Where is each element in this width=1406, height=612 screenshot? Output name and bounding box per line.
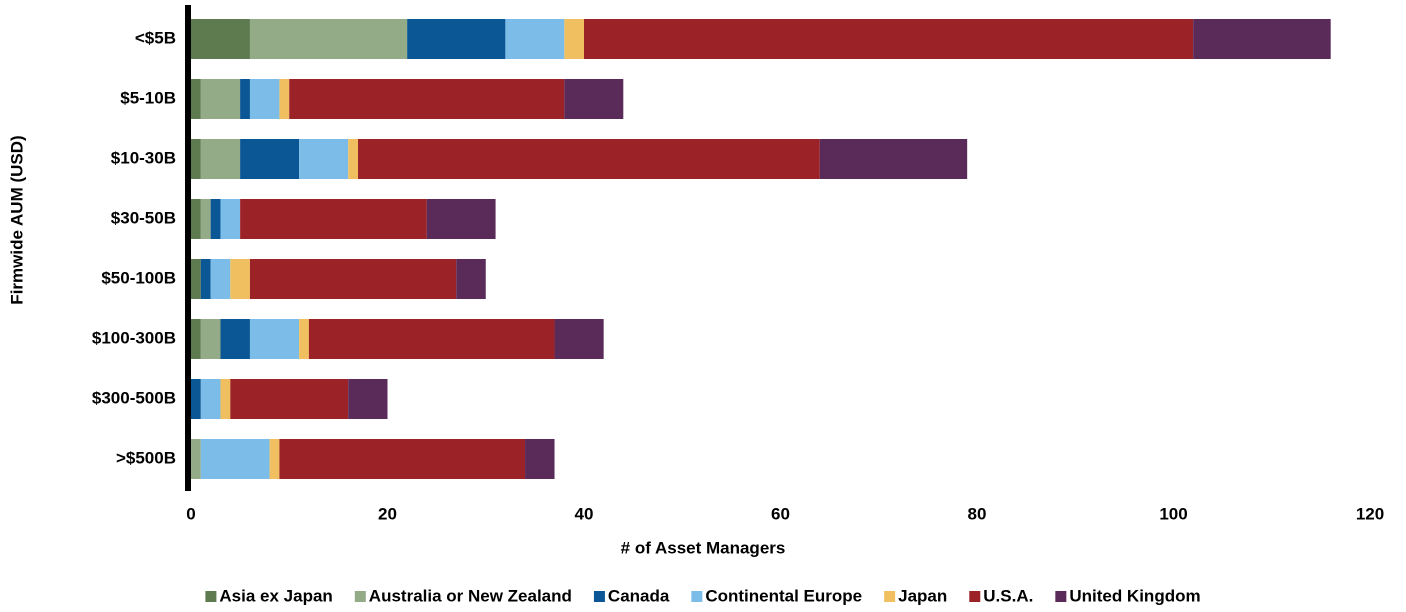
x-tick-label: 100: [1159, 504, 1187, 523]
legend-swatch: [691, 591, 703, 602]
legend-label: U.S.A.: [983, 586, 1033, 605]
x-axis-label: # of Asset Managers: [621, 538, 786, 557]
bar-segment: [456, 259, 486, 299]
y-tick-label: >$500B: [116, 448, 176, 467]
x-tick-label: 120: [1356, 504, 1384, 523]
bar-segment: [289, 79, 565, 119]
y-tick-label: $50-100B: [101, 268, 176, 287]
x-tick-label: 60: [771, 504, 790, 523]
bar-segment: [299, 319, 309, 359]
bar-segment: [358, 139, 820, 179]
bar-segment: [426, 199, 496, 239]
bar-segment: [249, 319, 300, 359]
bar-segment: [279, 439, 526, 479]
bar-segment: [819, 139, 968, 179]
x-tick-label: 20: [378, 504, 397, 523]
bar-segment: [200, 379, 221, 419]
bar-segment: [240, 139, 300, 179]
bar-segment: [191, 379, 201, 419]
bar-segment: [230, 259, 250, 299]
bar-segment: [191, 259, 201, 299]
bar-segment: [525, 439, 555, 479]
legend-swatch: [205, 591, 217, 602]
bar-segment: [240, 79, 250, 119]
legend-label: Continental Europe: [705, 586, 862, 605]
bar-segment: [220, 199, 241, 239]
bar-segment: [299, 139, 349, 179]
bar-segment: [210, 259, 231, 299]
bar-segment: [279, 79, 290, 119]
y-tick-label: $300-500B: [92, 388, 176, 407]
bar-segment: [564, 19, 584, 59]
bar-segment: [200, 319, 221, 359]
bar-segment: [564, 79, 624, 119]
bar-segment: [191, 439, 201, 479]
bar-segment: [220, 319, 250, 359]
bar-segment: [200, 139, 241, 179]
bar-segment: [249, 259, 457, 299]
bar-segment: [191, 79, 201, 119]
bar-segment: [269, 439, 280, 479]
bar-segment: [407, 19, 506, 59]
bar-segment: [1193, 19, 1331, 59]
bar-segment: [191, 139, 201, 179]
legend-label: Canada: [608, 586, 670, 605]
bar-segment: [210, 199, 221, 239]
x-tick-label: 0: [186, 504, 195, 523]
bar-segment: [249, 79, 280, 119]
x-tick-label: 40: [575, 504, 594, 523]
bar-segment: [191, 19, 250, 59]
bar-segment: [191, 319, 201, 359]
bar-segment: [308, 319, 555, 359]
legend-label: Asia ex Japan: [219, 586, 332, 605]
y-tick-label: <$5B: [135, 28, 176, 47]
bar-segment: [249, 19, 408, 59]
legend-swatch: [969, 591, 981, 602]
legend-label: United Kingdom: [1069, 586, 1200, 605]
bar-segment: [200, 259, 211, 299]
bar-segment: [505, 19, 565, 59]
y-tick-label: $100-300B: [92, 328, 176, 347]
bar-segment: [348, 379, 388, 419]
x-tick-label: 80: [968, 504, 987, 523]
legend-label: Australia or New Zealand: [369, 586, 572, 605]
bar-segment: [200, 79, 241, 119]
legend-swatch: [884, 591, 896, 602]
legend-label: Japan: [898, 586, 947, 605]
bar-segment: [230, 379, 349, 419]
legend-swatch: [354, 591, 366, 602]
y-tick-label: $5-10B: [120, 88, 176, 107]
bar-segment: [200, 439, 270, 479]
legend-swatch: [593, 591, 605, 602]
bar-segment: [191, 199, 201, 239]
legend-swatch: [1055, 591, 1067, 602]
y-tick-label: $10-30B: [111, 148, 176, 167]
bar-segment: [220, 379, 231, 419]
y-tick-label: $30-50B: [111, 208, 176, 227]
bar-segment: [240, 199, 427, 239]
bar-segment: [200, 199, 211, 239]
y-axis-label: Firmwide AUM (USD): [7, 135, 26, 304]
bar-segment: [584, 19, 1194, 59]
bar-segment: [554, 319, 604, 359]
bar-segment: [348, 139, 359, 179]
